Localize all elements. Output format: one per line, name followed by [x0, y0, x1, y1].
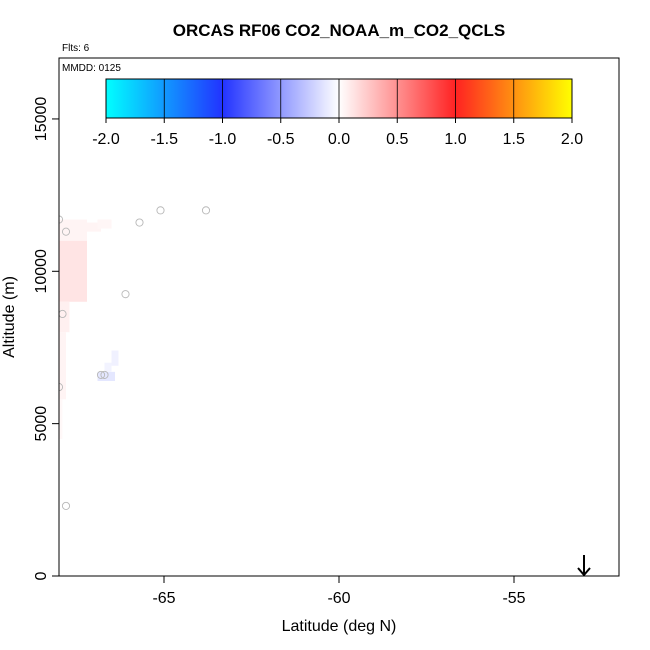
y-axis: 0 5000 10000 15000 [33, 97, 59, 580]
heatmap-cell [111, 350, 119, 366]
heatmap-cells [59, 219, 119, 439]
heatmap-cell [97, 371, 115, 381]
date-label: MMDD: 0125 [62, 63, 121, 74]
sample-point [156, 206, 165, 215]
x-tick-label: -55 [502, 590, 525, 607]
flights-label: Flts: 6 [62, 43, 90, 54]
colorbar: -2.0 -1.5 -1.0 -0.5 0.0 0.5 1.0 1.5 2.0 [92, 78, 583, 148]
sample-point [61, 227, 71, 236]
colorbar-tick-label: 1.0 [444, 131, 466, 148]
heatmap-cell [104, 362, 112, 372]
heatmap-cell [97, 219, 112, 229]
x-tick-label: -60 [327, 590, 350, 607]
heatmap-cell [59, 399, 63, 439]
colorbar-ticks: -2.0 -1.5 -1.0 -0.5 0.0 0.5 1.0 1.5 2.0 [92, 79, 583, 148]
chart-title: ORCAS RF06 CO2_NOAA_m_CO2_QCLS [173, 21, 506, 40]
y-tick-label: 10000 [33, 249, 50, 294]
y-tick-label: 0 [33, 571, 50, 580]
sample-point [61, 501, 71, 510]
sample-point [59, 309, 67, 319]
arrow-marker [577, 555, 591, 577]
colorbar-tick-label: 1.5 [503, 131, 525, 148]
colorbar-tick-label: 0.0 [328, 131, 350, 148]
x-tick-label: -65 [152, 590, 175, 607]
sample-point [135, 218, 144, 227]
arrow-head [577, 567, 591, 577]
y-tick-label: 5000 [33, 406, 50, 442]
sample-point [100, 370, 109, 379]
sample-point [201, 206, 211, 215]
colorbar-tick-label: -2.0 [92, 131, 120, 148]
colorbar-tick-label: 0.5 [386, 131, 408, 148]
colorbar-tick-label: -0.5 [267, 131, 295, 148]
colorbar-tick-label: -1.5 [150, 131, 178, 148]
sample-point [121, 290, 130, 299]
heatmap-cell [59, 240, 87, 302]
x-axis: -65 -60 -55 [152, 576, 526, 607]
heatmap-cell [87, 222, 101, 232]
y-axis-label: Altitude (m) [1, 276, 18, 358]
heatmap-cell [59, 332, 66, 400]
colorbar-tick-label: -1.0 [209, 131, 237, 148]
x-axis-label: Latitude (deg N) [282, 618, 397, 635]
sample-points [59, 206, 211, 510]
colorbar-tick-label: 2.0 [561, 131, 583, 148]
sample-point [96, 370, 106, 379]
y-tick-label: 15000 [33, 97, 50, 142]
